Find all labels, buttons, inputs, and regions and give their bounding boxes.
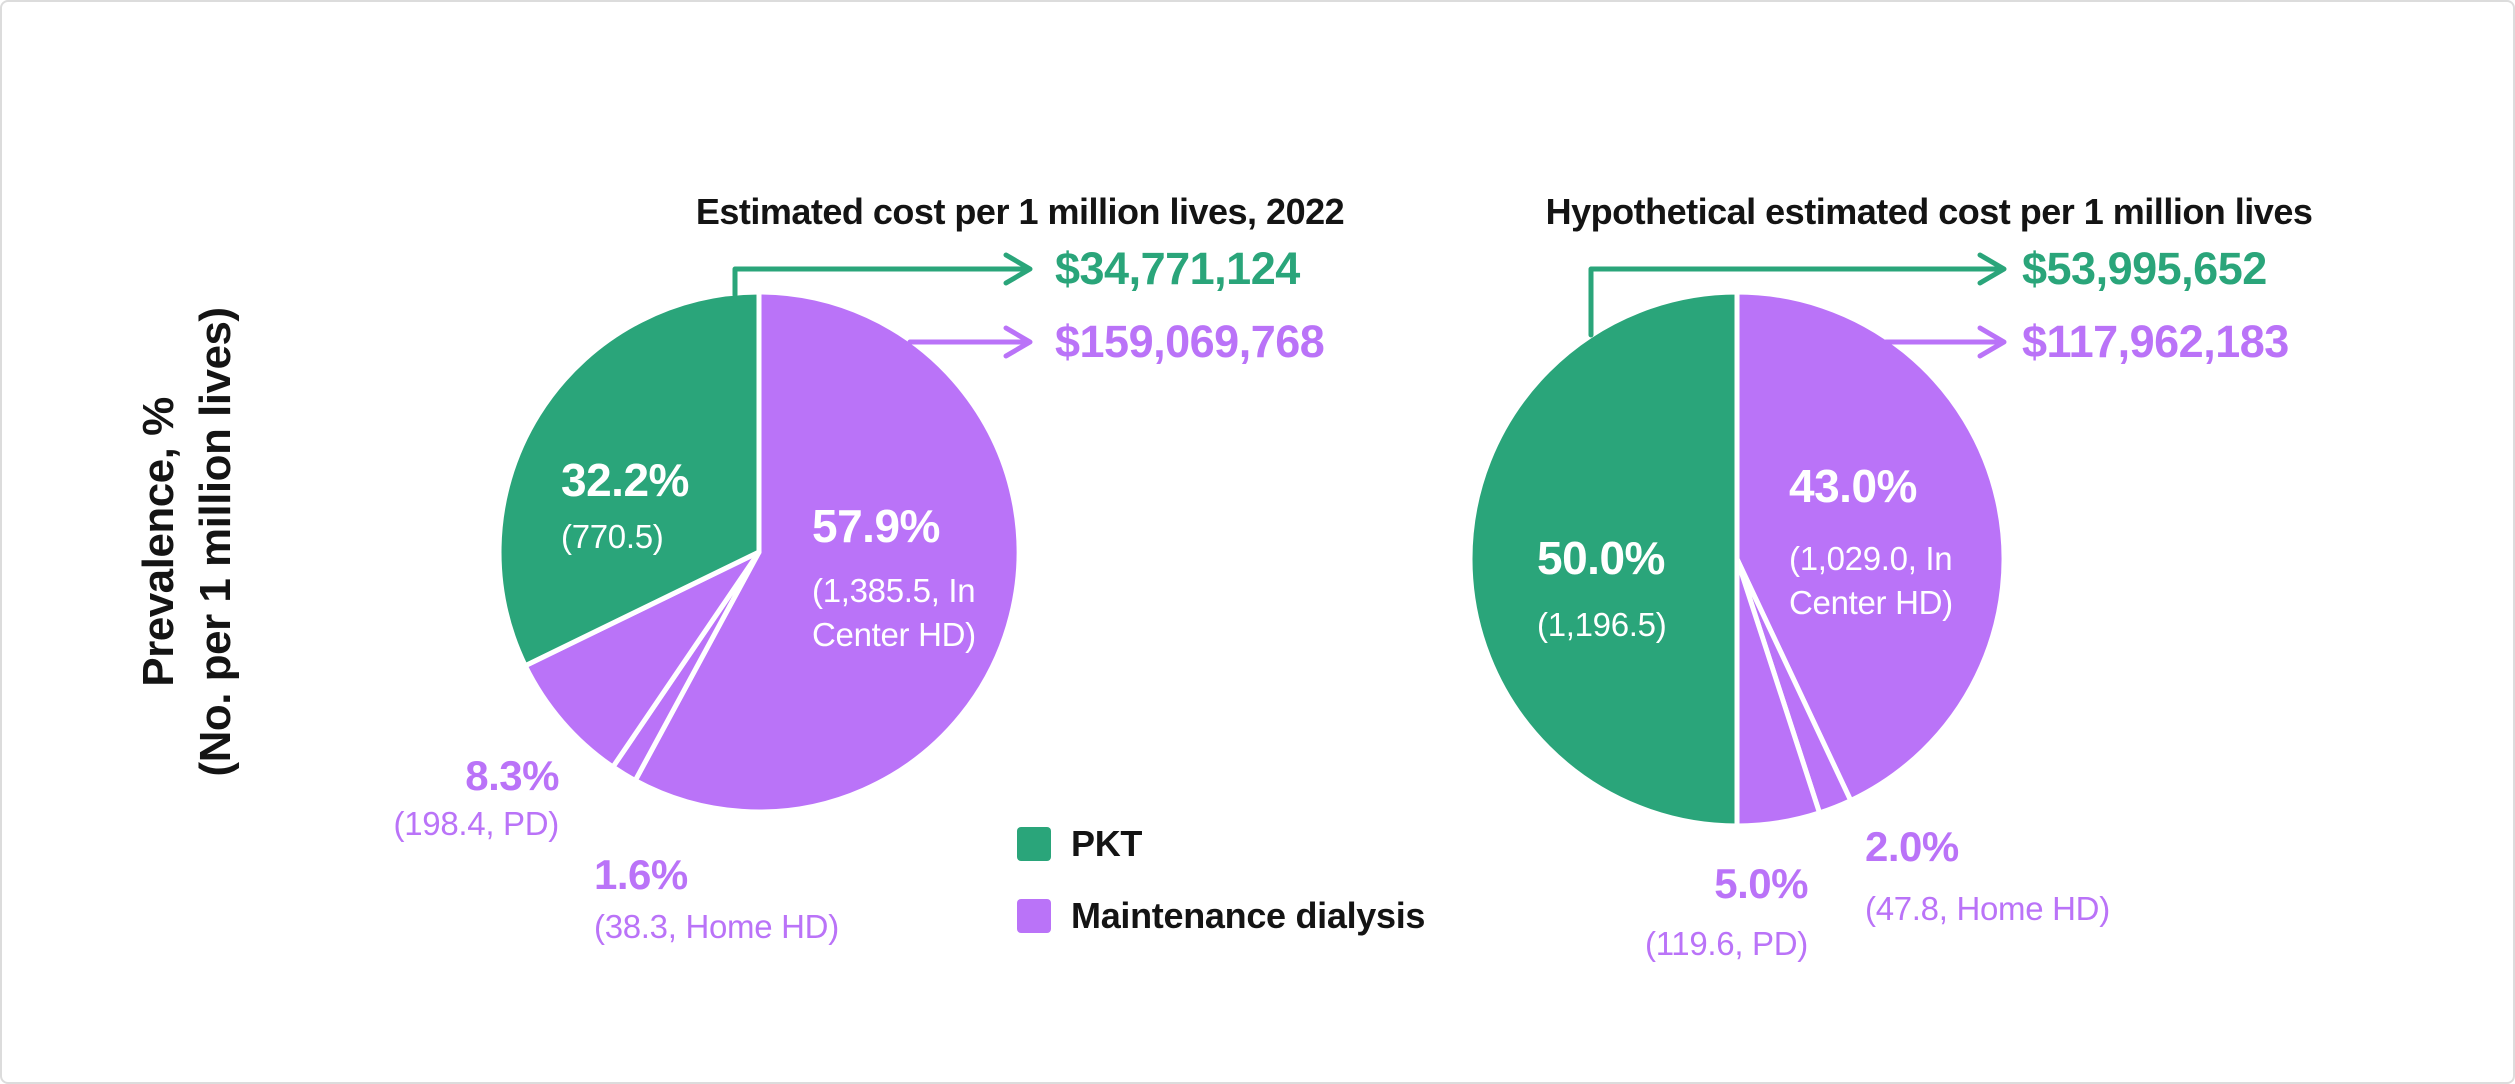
slice-pct: 8.3% <box>465 752 559 799</box>
slice-sub: (38.3, Home HD) <box>594 908 839 945</box>
slice-sub: Center HD) <box>1789 584 1953 621</box>
pie-slice-pkt <box>496 289 762 669</box>
slice-label-pkt-right: 50.0% (1,196.5) <box>1537 532 1667 647</box>
pkt-cost-value-left: $34,771,124 <box>1055 243 1300 294</box>
slice-sub: (198.4, PD) <box>393 805 560 842</box>
slice-pct: 57.9% <box>812 500 940 552</box>
chart-title-right: Hypothetical estimated cost per 1 millio… <box>1545 191 2313 232</box>
slice-label-home-hd-left: 1.6% (38.3, Home HD) <box>594 851 839 949</box>
dialysis-cost-value-right: $117,962,183 <box>2022 316 2289 367</box>
legend-label-pkt: PKT <box>1071 823 1143 864</box>
dialysis-cost-arrow-left <box>907 325 1033 359</box>
dialysis-cost-arrow-right <box>1883 325 2007 359</box>
legend-label-maintenance-dialysis: Maintenance dialysis <box>1071 895 1426 936</box>
pkt-swatch-icon <box>1017 827 1051 861</box>
slice-label-in-center-hd-left: 57.9% (1,385.5, In Center HD) <box>812 500 976 657</box>
pie-slice-dialysis <box>1734 289 2007 804</box>
pie-chart-right <box>1467 289 2007 829</box>
slice-pct: 32.2% <box>561 454 689 506</box>
pie-slice-pkt <box>1467 289 1740 829</box>
slice-sub: (47.8, Home HD) <box>1865 890 2110 927</box>
slice-label-home-hd-right: 2.0% (47.8, Home HD) <box>1865 823 2110 931</box>
dialysis-swatch-icon <box>1017 899 1051 933</box>
chart-title-left: Estimated cost per 1 million lives, 2022 <box>695 191 1345 232</box>
slice-sub: Center HD) <box>812 616 976 653</box>
slice-label-in-center-hd-right: 43.0% (1,029.0, In Center HD) <box>1789 460 1953 625</box>
pie-slice-dialysis <box>522 549 762 770</box>
pkt-cost-arrow-left <box>732 252 1033 298</box>
slice-sub: (1,029.0, In <box>1789 540 1953 577</box>
pie-slice-dialysis <box>632 289 1022 815</box>
slice-pct: 1.6% <box>594 851 688 898</box>
slice-pct: 43.0% <box>1789 460 1917 512</box>
slice-pct: 50.0% <box>1537 532 1665 584</box>
slice-label-pd-left: 8.3% (198.4, PD) <box>393 752 560 846</box>
slice-sub: (770.5) <box>561 518 664 555</box>
pie-chart-left <box>496 289 1022 815</box>
slice-sub: (1,385.5, In <box>812 572 976 609</box>
pkt-cost-arrow-right <box>1588 252 2007 338</box>
slice-pct: 5.0% <box>1714 860 1808 907</box>
slice-label-pkt-left: 32.2% (770.5) <box>561 454 689 559</box>
slice-label-pd-right: 5.0% (119.6, PD) <box>1645 860 1809 966</box>
slice-sub: (119.6, PD) <box>1645 925 1808 962</box>
slice-pct: 2.0% <box>1865 823 1959 870</box>
legend: PKT Maintenance dialysis <box>1017 823 1425 967</box>
legend-item-pkt: PKT <box>1017 823 1425 865</box>
pkt-cost-value-right: $53,995,652 <box>2022 243 2267 294</box>
dialysis-cost-value-left: $159,069,768 <box>1055 316 1325 367</box>
legend-item-maintenance-dialysis: Maintenance dialysis <box>1017 895 1425 937</box>
slice-sub: (1,196.5) <box>1537 606 1667 643</box>
